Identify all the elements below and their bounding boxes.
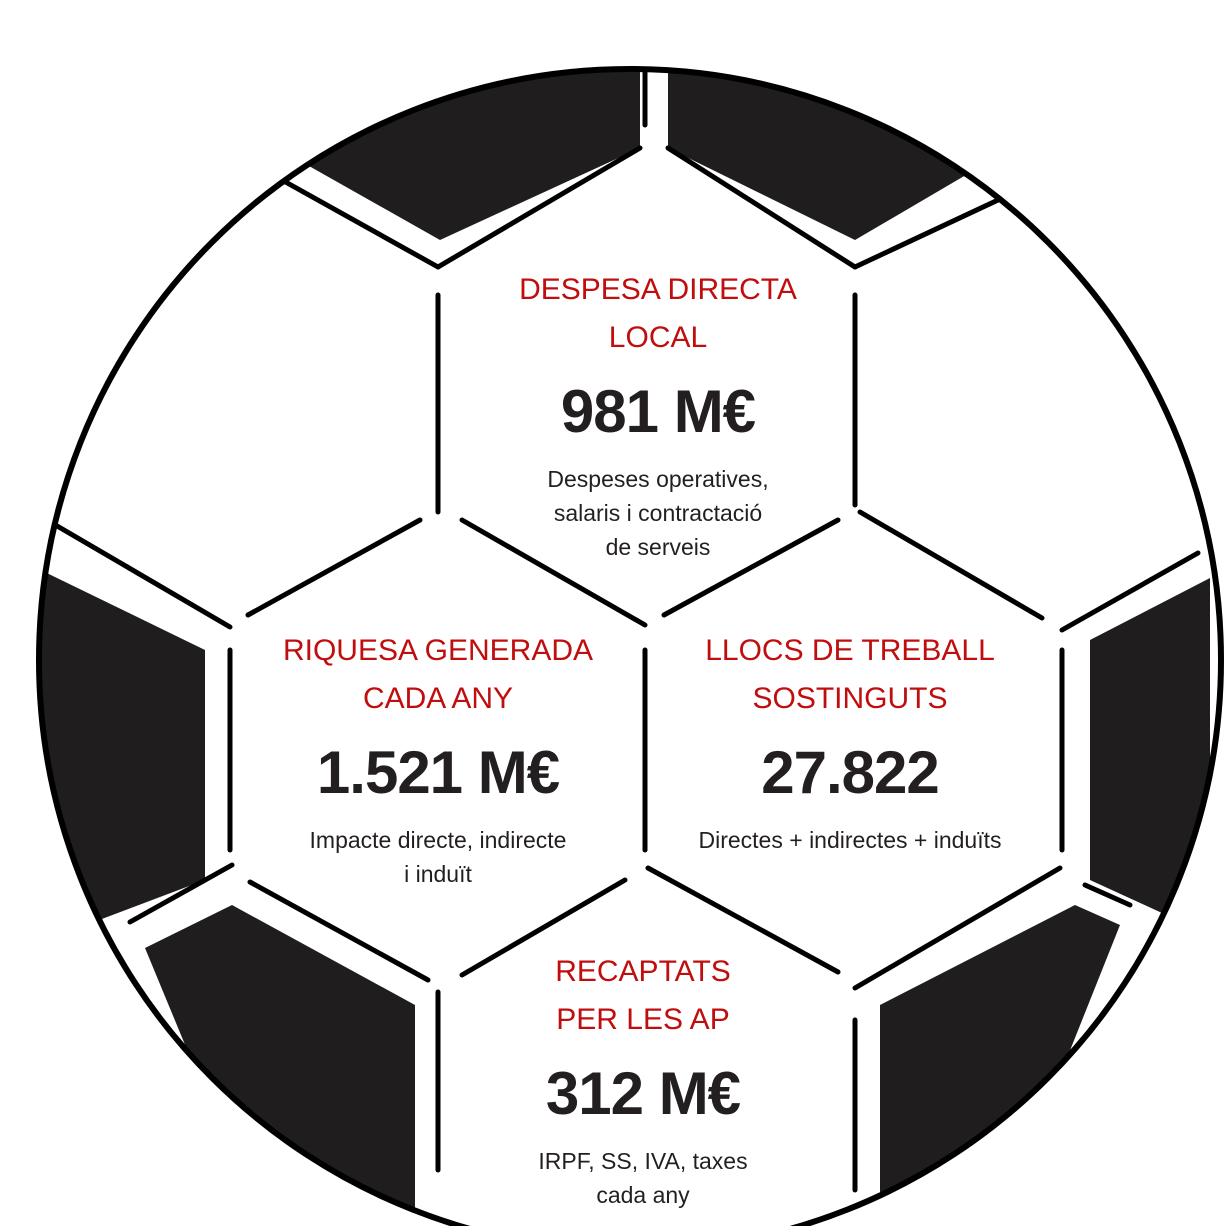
- stat-riquesa-title: RIQUESA GENERADA CADA ANY: [238, 627, 638, 723]
- stat-despesa-desc-line1: Despeses operatives,: [547, 466, 769, 492]
- ball-panel-right: [1090, 578, 1210, 935]
- stat-llocs: LLOCS DE TREBALL SOSTINGUTS 27.822 Direc…: [650, 627, 1050, 857]
- stat-riquesa-value: 1.521 M€: [316, 739, 560, 806]
- stat-llocs-title-line2: SOSTINGUTS: [752, 682, 948, 715]
- ball-outline: [36, 66, 1224, 1226]
- ball-panel-bottom-right: [880, 905, 1120, 1226]
- stat-despesa-value: 981 M€: [560, 378, 756, 445]
- stat-riquesa: RIQUESA GENERADA CADA ANY 1.521 M€ Impac…: [238, 627, 638, 891]
- stat-despesa-title-line2: LOCAL: [608, 321, 708, 354]
- stat-llocs-title: LLOCS DE TREBALL SOSTINGUTS: [650, 627, 1050, 723]
- stat-despesa-desc-line2: salaris i contractació: [553, 500, 763, 526]
- stat-despesa-title: DESPESA DIRECTA LOCAL: [458, 266, 858, 362]
- stat-llocs-title-line1: LLOCS DE TREBALL: [705, 634, 995, 667]
- stat-recaptats-desc: IRPF, SS, IVA, taxes cada any: [443, 1144, 843, 1212]
- stat-despesa-desc-line3: de serveis: [605, 534, 711, 560]
- ball-seams: [49, 69, 1201, 1193]
- stat-llocs-value: 27.822: [761, 739, 940, 806]
- stat-recaptats-title-line2: PER LES AP: [556, 1003, 730, 1036]
- stat-despesa-desc: Despeses operatives, salaris i contracta…: [458, 462, 858, 564]
- stat-recaptats-value: 312 M€: [545, 1060, 741, 1127]
- stat-recaptats-desc-line2: cada any: [596, 1182, 690, 1208]
- stat-riquesa-desc: Impacte directe, indirecte i induït: [238, 823, 638, 891]
- stat-despesa-title-line1: DESPESA DIRECTA: [519, 273, 797, 306]
- stat-recaptats-title-line1: RECAPTATS: [555, 955, 731, 988]
- ball-panel-top-right: [668, 69, 1000, 240]
- ball-panel-bottom-left: [145, 905, 415, 1226]
- stat-llocs-desc-line1: Directes + indirectes + induïts: [698, 827, 1002, 853]
- stat-riquesa-desc-line1: Impacte directe, indirecte: [309, 827, 567, 853]
- stat-recaptats: RECAPTATS PER LES AP 312 M€ IRPF, SS, IV…: [443, 948, 843, 1212]
- stat-riquesa-desc-line2: i induït: [404, 861, 472, 887]
- stat-riquesa-title-line2: CADA ANY: [362, 682, 514, 715]
- stat-despesa: DESPESA DIRECTA LOCAL 981 M€ Despeses op…: [458, 266, 858, 564]
- stat-riquesa-title-line1: RIQUESA GENERADA: [282, 634, 594, 667]
- stat-recaptats-title: RECAPTATS PER LES AP: [443, 948, 843, 1044]
- stat-llocs-desc: Directes + indirectes + induïts: [650, 823, 1050, 857]
- stat-recaptats-desc-line1: IRPF, SS, IVA, taxes: [538, 1148, 748, 1174]
- ball-panel-top-left: [286, 69, 640, 240]
